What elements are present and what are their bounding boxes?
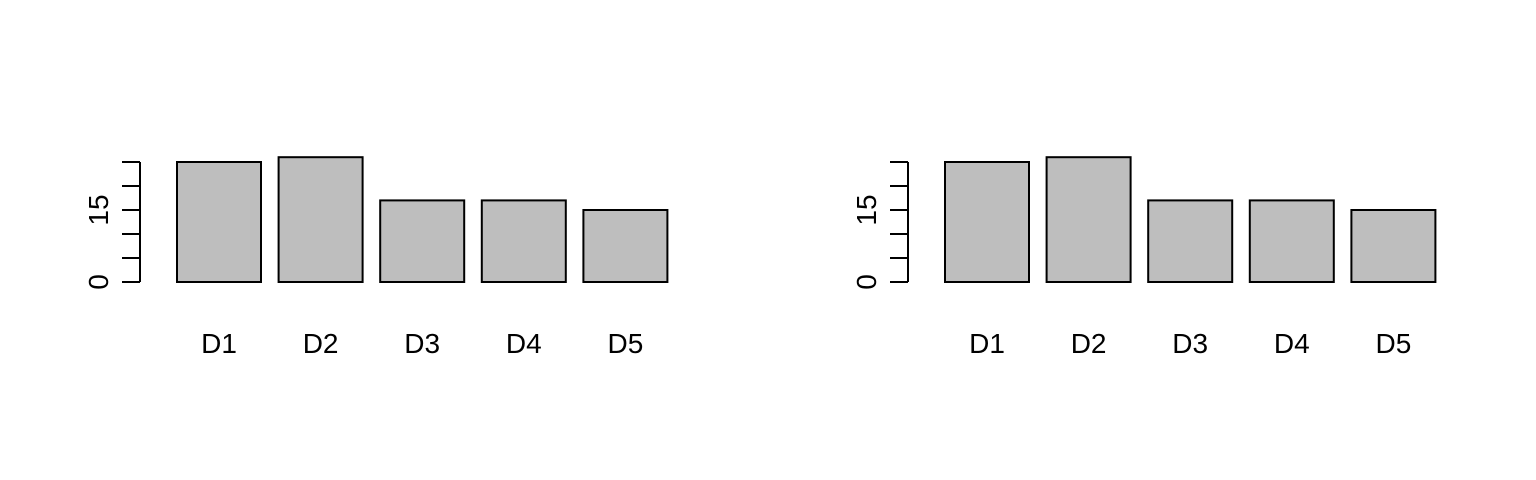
bar-d4 (480, 199, 567, 283)
x-tick-label: D5 (608, 328, 644, 359)
bar-d3 (1147, 199, 1234, 283)
x-tick-label: D2 (303, 328, 339, 359)
x-tick-label: D1 (201, 328, 237, 359)
bar-d2 (1045, 156, 1132, 283)
bar-d5 (582, 209, 669, 283)
bar-chart-right: D1 D2 D3 D4 D5 0 15 (851, 156, 1437, 359)
y-tick-label: 0 (83, 274, 114, 290)
x-tick-label: D5 (1376, 328, 1412, 359)
x-tick-label: D4 (506, 328, 542, 359)
y-tick-label: 15 (83, 194, 114, 225)
x-tick-label: D1 (969, 328, 1005, 359)
bar-d4 (1248, 199, 1335, 283)
bar-d1 (176, 161, 262, 283)
bar-d3 (379, 199, 466, 283)
x-tick-label: D4 (1274, 328, 1310, 359)
bar-d1 (944, 161, 1030, 283)
x-tick-label: D3 (404, 328, 440, 359)
bar-chart-left: D1 D2 D3 D4 D5 0 15 (83, 156, 669, 359)
y-tick-label: 15 (851, 194, 882, 225)
bar-d5 (1350, 209, 1437, 283)
x-tick-label: D3 (1172, 328, 1208, 359)
x-tick-label: D2 (1071, 328, 1107, 359)
bar-d2 (277, 156, 364, 283)
y-tick-label: 0 (851, 274, 882, 290)
